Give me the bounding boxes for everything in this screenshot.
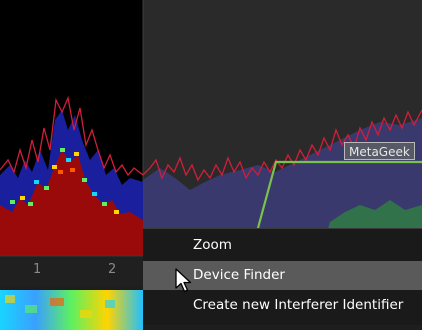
mouse-pointer-icon <box>175 268 192 293</box>
max-hold-trace <box>0 95 422 182</box>
waterfall-band <box>0 290 143 330</box>
axis-tick-2: 2 <box>108 262 117 277</box>
heat-dots <box>10 148 119 214</box>
context-menu: Zoom Device Finder Create new Interferer… <box>143 228 422 325</box>
network-label[interactable]: MetaGeek <box>344 142 415 160</box>
menu-item-device-finder[interactable]: Device Finder <box>143 261 422 290</box>
axis-tick-1: 1 <box>33 262 42 277</box>
menu-item-zoom[interactable]: Zoom <box>193 237 232 253</box>
density-core-left <box>0 150 143 256</box>
device-profile-outline <box>256 160 422 229</box>
menu-item-create-interferer-identifier[interactable]: Create new Interferer Identifier <box>193 297 404 313</box>
